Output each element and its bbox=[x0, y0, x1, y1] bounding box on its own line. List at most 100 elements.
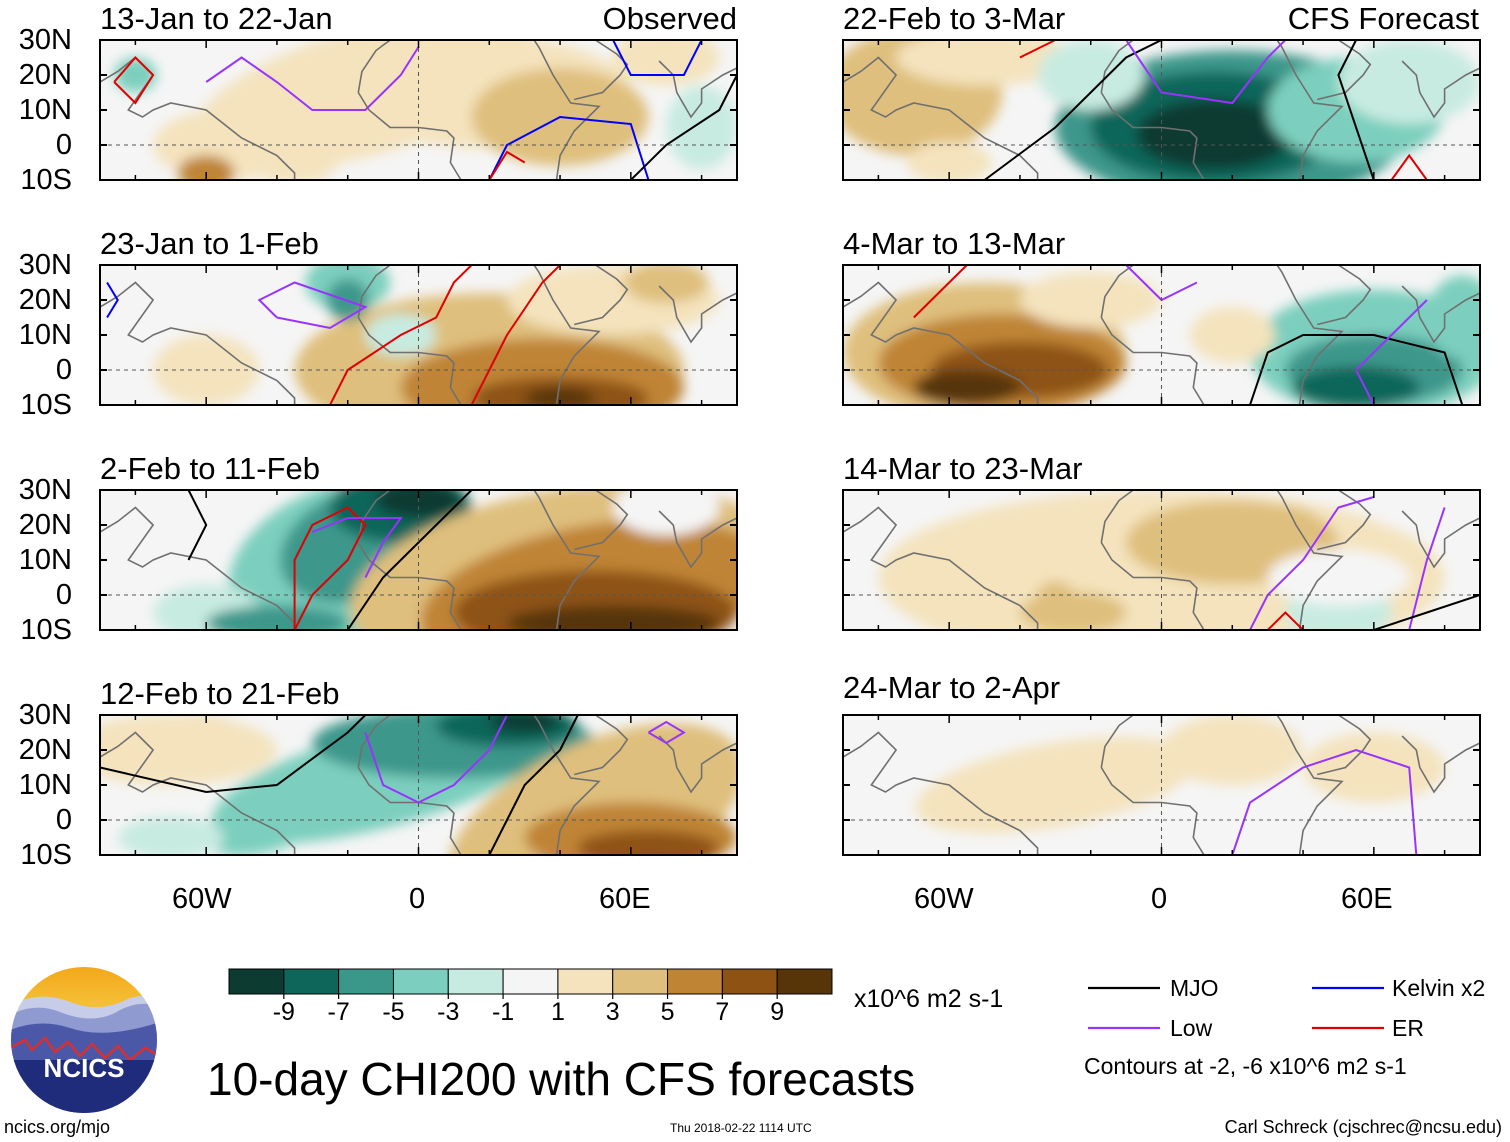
coastline bbox=[357, 490, 391, 543]
lat-label: 20N bbox=[18, 734, 72, 766]
colorbar-tick-label: -9 bbox=[272, 998, 295, 1026]
lat-label: 10S bbox=[20, 389, 72, 421]
map-panel-3 bbox=[99, 489, 738, 631]
wave-contour bbox=[470, 265, 561, 405]
colorbar-tick-label: -3 bbox=[437, 998, 460, 1026]
map-panel-8 bbox=[842, 714, 1481, 856]
coastline bbox=[357, 92, 462, 180]
panel-title-3: 2-Feb to 11-Feb bbox=[100, 451, 320, 486]
wave-contour bbox=[1337, 40, 1375, 180]
panel-title-7: 14-Mar to 23-Mar bbox=[843, 451, 1083, 486]
coastline bbox=[843, 731, 1039, 855]
anomaly-shading bbox=[1338, 40, 1480, 124]
coastline bbox=[453, 265, 601, 405]
anomaly-shading bbox=[524, 387, 596, 405]
lat-label: 0 bbox=[55, 579, 72, 611]
wave-contour bbox=[311, 517, 403, 578]
ncics-logo: NCICS bbox=[11, 967, 157, 1113]
lon-label-0-left: 0 bbox=[409, 883, 426, 915]
wave-contour bbox=[1390, 153, 1428, 180]
panel-title-5: 22-Feb to 3-Mar bbox=[843, 1, 1066, 36]
coastline bbox=[574, 490, 629, 551]
coastline bbox=[1100, 40, 1134, 93]
coastline bbox=[453, 490, 601, 630]
map-panel-7 bbox=[842, 489, 1481, 631]
anomaly-shading bbox=[376, 490, 461, 518]
lon-label-60w-left: 60W bbox=[172, 883, 232, 915]
coastline bbox=[1100, 490, 1134, 543]
lat-label: 20N bbox=[18, 509, 72, 541]
anomaly-shading bbox=[507, 605, 720, 630]
anomaly-shading bbox=[100, 715, 277, 785]
lon-label-60w-right: 60W bbox=[914, 883, 974, 915]
lon-label-60e-left: 60E bbox=[599, 883, 651, 915]
anomaly-shading bbox=[623, 265, 709, 304]
coastline bbox=[357, 767, 462, 855]
colorbar-swatch bbox=[283, 968, 340, 995]
wave-contour bbox=[257, 281, 368, 330]
coastline bbox=[843, 506, 1039, 630]
lon-label-60e-right: 60E bbox=[1341, 883, 1393, 915]
coastline bbox=[100, 506, 296, 630]
colorbar-swatch bbox=[612, 968, 669, 995]
coastline bbox=[1401, 285, 1480, 344]
anomaly-shading bbox=[1426, 275, 1480, 360]
wave-contour bbox=[488, 115, 650, 180]
anomaly-shading bbox=[1019, 591, 1127, 630]
panel-title-1: 13-Jan to 22-Jan bbox=[100, 1, 333, 36]
anomaly-shading bbox=[1136, 99, 1293, 170]
colorbar-units: x10^6 m2 s-1 bbox=[854, 985, 1004, 1013]
colorbar-swatch bbox=[228, 968, 285, 995]
panel-tag-observed: Observed bbox=[602, 1, 737, 36]
wave-contour bbox=[100, 715, 367, 794]
coastline bbox=[453, 40, 601, 180]
wave-contour bbox=[984, 40, 1162, 180]
coastline bbox=[1100, 767, 1205, 855]
anomaly-shading bbox=[117, 816, 224, 855]
wave-contour bbox=[329, 265, 473, 405]
legend-low: Low bbox=[1170, 1015, 1213, 1041]
wave-contour bbox=[1249, 496, 1375, 630]
colorbar-swatch bbox=[667, 968, 723, 995]
map-panel-2 bbox=[99, 264, 738, 406]
colorbar-swatch bbox=[557, 968, 614, 995]
lat-label: 10N bbox=[18, 769, 72, 801]
coastline bbox=[1196, 715, 1344, 855]
coastline bbox=[1317, 265, 1372, 326]
anomaly-shading bbox=[1019, 272, 1162, 328]
coastline bbox=[453, 715, 601, 855]
footer-timestamp: Thu 2018-02-22 1114 UTC bbox=[670, 1121, 812, 1135]
colorbar-tick-label: -5 bbox=[382, 998, 405, 1026]
anomaly-shading bbox=[1267, 549, 1410, 606]
anomaly-shading bbox=[913, 370, 1020, 405]
footer-author: Carl Schreck (cjschrec@ncsu.edu) bbox=[1224, 1117, 1502, 1137]
wave-contour bbox=[106, 281, 119, 319]
wave-contour bbox=[1373, 594, 1480, 630]
wave-contour bbox=[612, 40, 703, 76]
lat-label: 0 bbox=[55, 804, 72, 836]
wave-contour bbox=[293, 506, 367, 630]
coastline bbox=[1100, 715, 1134, 768]
colorbar-swatch bbox=[338, 968, 394, 995]
wave-contour bbox=[1408, 507, 1446, 630]
anomaly-shading bbox=[1214, 504, 1321, 546]
wave-contour bbox=[346, 490, 473, 630]
lat-label: 10S bbox=[20, 164, 72, 196]
anomaly-shading bbox=[1345, 823, 1403, 852]
wave-contour bbox=[630, 74, 737, 180]
coastline bbox=[1401, 60, 1480, 119]
anomaly-shading bbox=[1037, 40, 1144, 110]
colorbar-tick-label: 7 bbox=[715, 998, 730, 1026]
legend-lines bbox=[1088, 986, 1384, 1030]
coastline bbox=[357, 715, 391, 768]
colorbar bbox=[228, 968, 833, 999]
coastline bbox=[843, 56, 1039, 180]
colorbar-swatch bbox=[392, 968, 449, 995]
anomaly-shading bbox=[666, 85, 737, 170]
coastline bbox=[1100, 317, 1205, 405]
colorbar-tick-label: 1 bbox=[550, 998, 565, 1026]
anomaly-shading bbox=[206, 605, 348, 630]
coastline bbox=[1196, 40, 1344, 180]
wave-contour bbox=[647, 720, 686, 745]
coastline bbox=[1317, 715, 1372, 776]
